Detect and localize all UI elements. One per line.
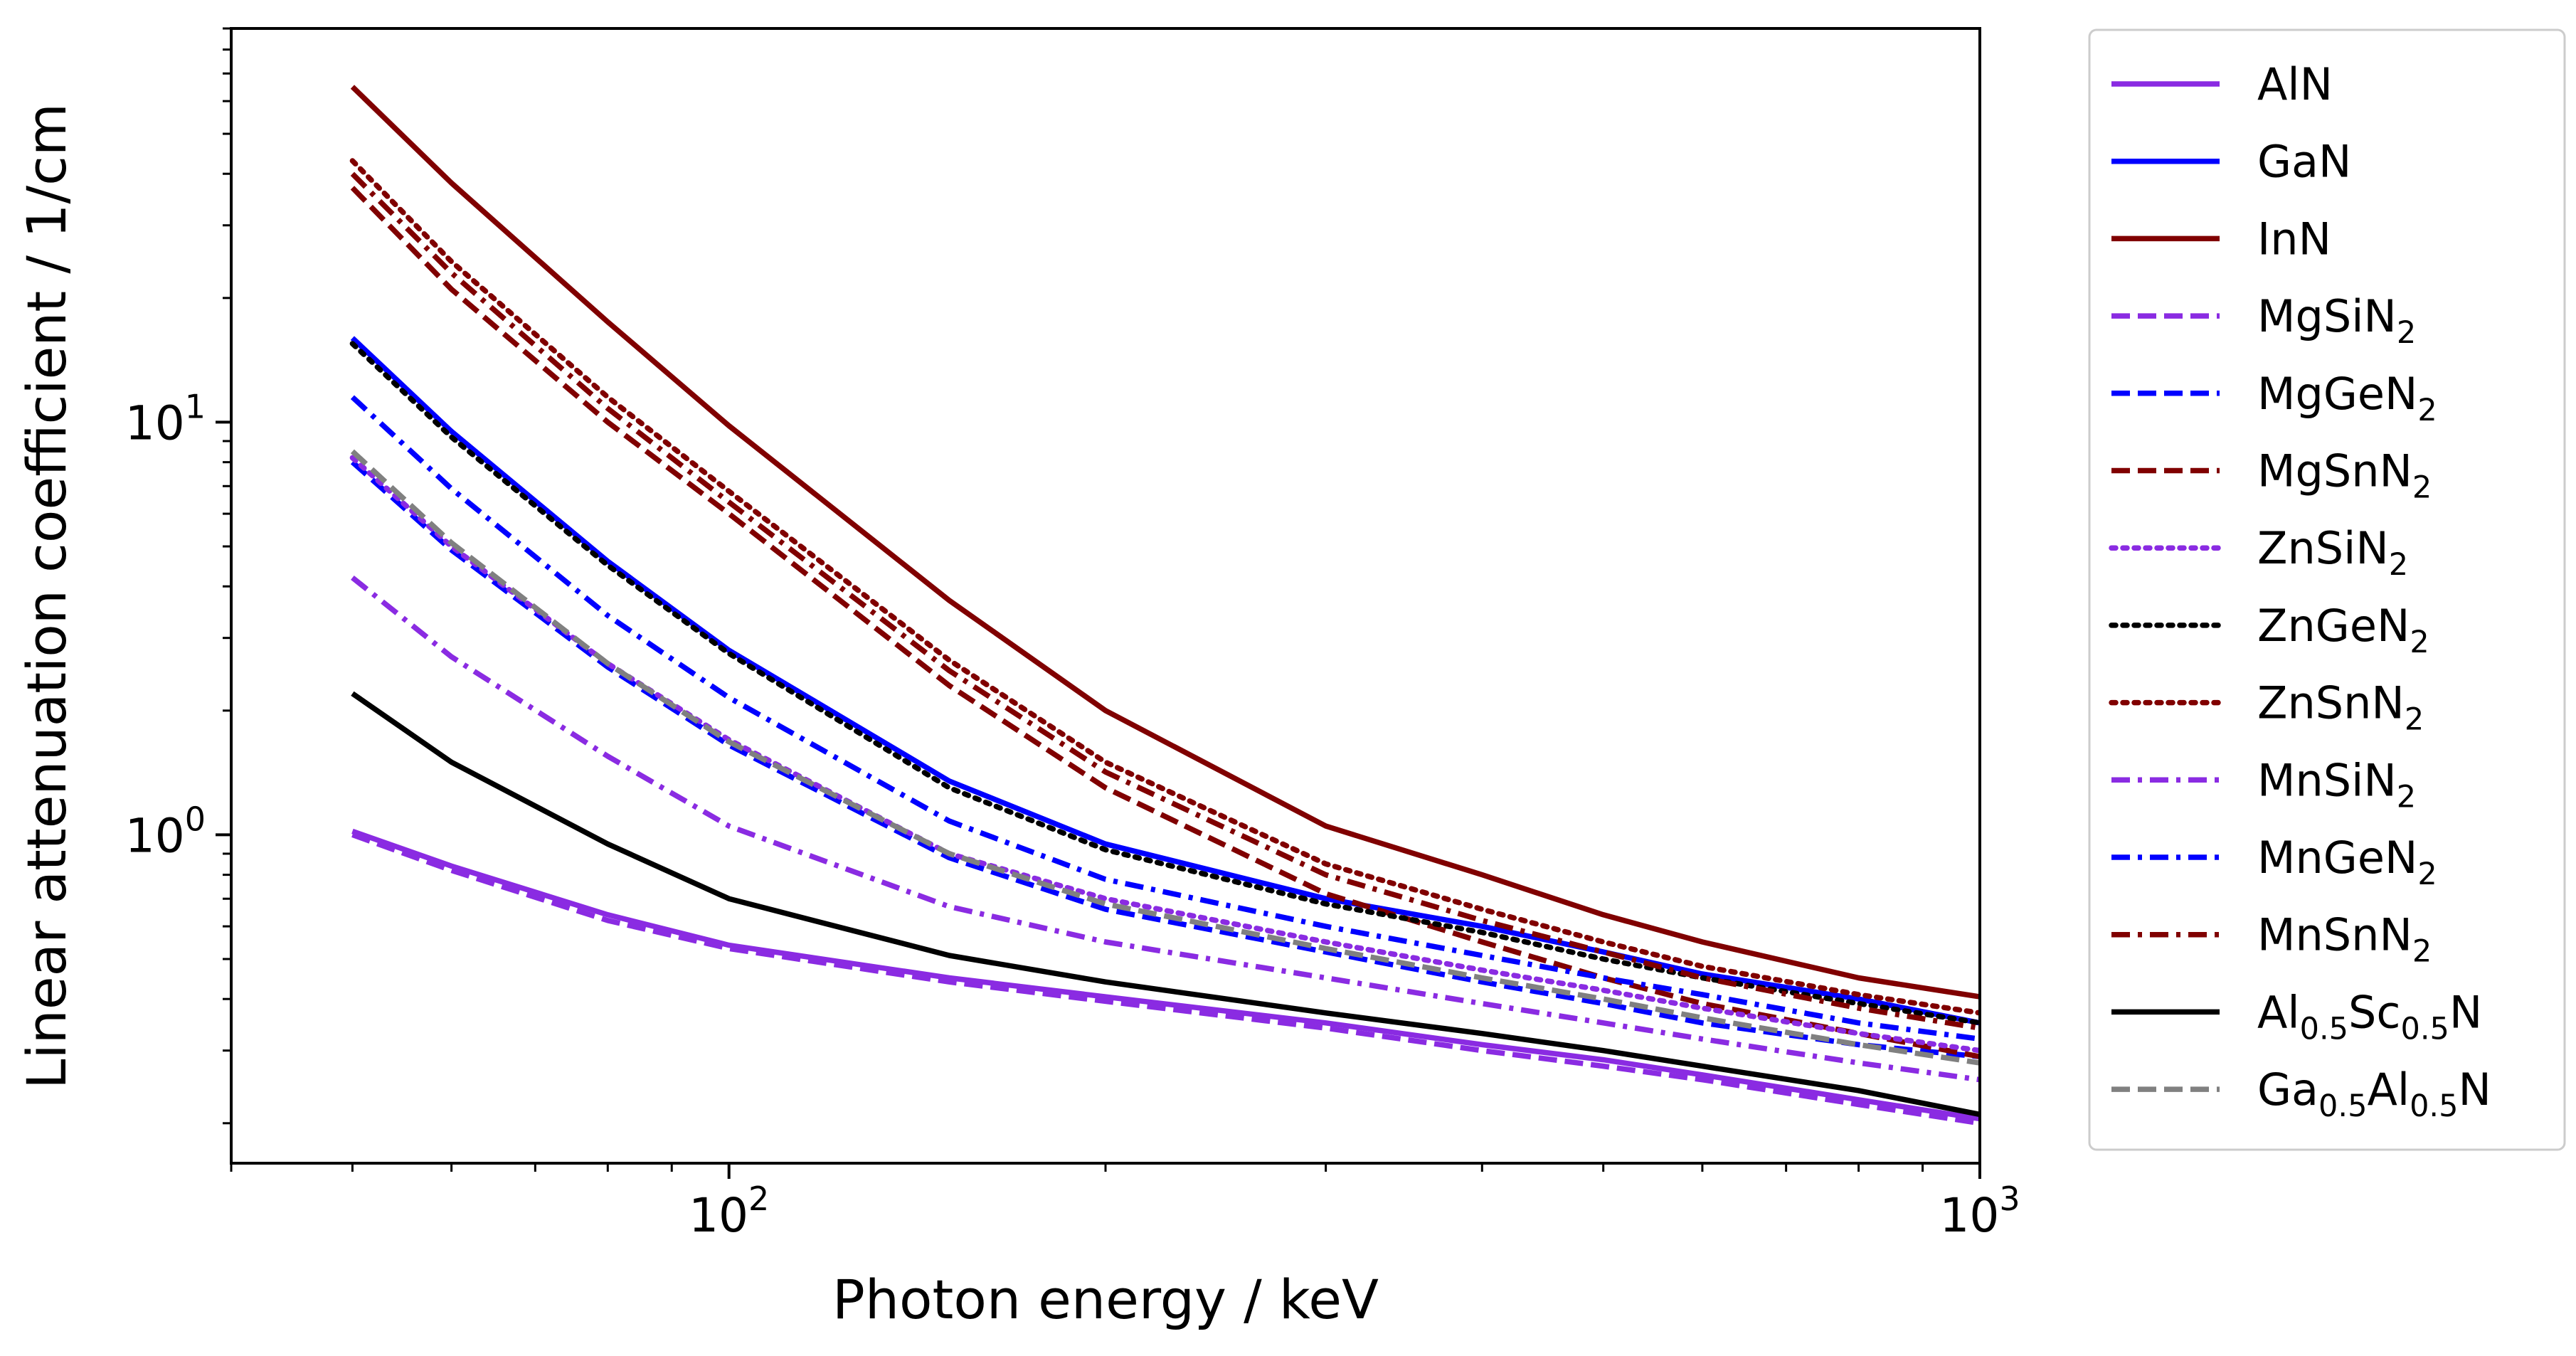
legend-entry: MgGeN2 (2111, 368, 2437, 428)
series-line (350, 186, 1980, 1059)
legend-entry: MnSnN2 (2111, 909, 2432, 970)
legend-label: MnGeN2 (2257, 832, 2437, 892)
series-line (350, 336, 1980, 1026)
legend-label: AlN (2257, 58, 2333, 110)
legend-entry: MgSiN2 (2111, 290, 2416, 351)
legend-label: Al0.5Sc0.5N (2257, 986, 2482, 1047)
plot-frame (230, 27, 1981, 1165)
series-line (349, 158, 1980, 1016)
y-tick-label: 100 (125, 800, 206, 863)
legend: AlN GaN InN MgSiN2 MgGeN2 MgSnN2 ZnSiN2 ZnGeN2 Z… (2088, 28, 2566, 1151)
major-ticks: 102 103 100 101 (125, 387, 2020, 1243)
y-tick-label: 101 (125, 387, 206, 450)
legend-label: MnSnN2 (2257, 909, 2432, 970)
legend-label: MgSnN2 (2257, 445, 2432, 506)
legend-label: Ga0.5Al0.5N (2257, 1064, 2491, 1124)
legend-entry: GaN (2111, 136, 2351, 188)
series-line (350, 85, 1980, 1000)
legend-entry: ZnGeN2 (2109, 600, 2429, 660)
series-line (351, 828, 1980, 1122)
plot-area (231, 28, 1980, 1163)
series-line (350, 395, 1980, 1042)
legend-label: ZnSiN2 (2257, 522, 2408, 583)
legend-entry: ZnSnN2 (2109, 677, 2424, 738)
x-tick-label: 103 (1939, 1180, 2020, 1243)
legend-label: MnSiN2 (2257, 754, 2416, 815)
legend-label: MgSiN2 (2257, 290, 2416, 351)
legend-label: MgGeN2 (2257, 368, 2437, 428)
legend-entry: ZnSiN2 (2109, 522, 2408, 583)
legend-frame (2088, 28, 2566, 1151)
legend-label: InN (2257, 213, 2331, 265)
legend-label: GaN (2257, 136, 2351, 188)
legend-entry: AlN (2111, 58, 2333, 110)
series-line (350, 171, 1980, 1031)
series-line (351, 575, 1980, 1083)
legend-entry: MgSnN2 (2111, 445, 2432, 506)
y-axis-title: Linear attenuation coefficient / 1/cm (15, 103, 78, 1089)
series-line (350, 449, 1980, 1066)
legend-label: ZnSnN2 (2257, 677, 2424, 738)
series-line (350, 460, 1980, 1059)
legend-entry: MnSiN2 (2111, 754, 2416, 815)
series-layer (349, 85, 1980, 1126)
series-line (351, 691, 1980, 1118)
legend-entry: Ga0.5Al0.5N (2111, 1064, 2491, 1124)
x-axis-title: Photon energy / keV (832, 1268, 1379, 1331)
legend-entry: InN (2111, 213, 2331, 265)
x-tick-label: 102 (689, 1180, 769, 1243)
legend-entry: Al0.5Sc0.5N (2111, 986, 2482, 1047)
legend-label: ZnGeN2 (2257, 600, 2429, 660)
series-line (351, 832, 1980, 1126)
legend-entry: MnGeN2 (2111, 832, 2437, 892)
